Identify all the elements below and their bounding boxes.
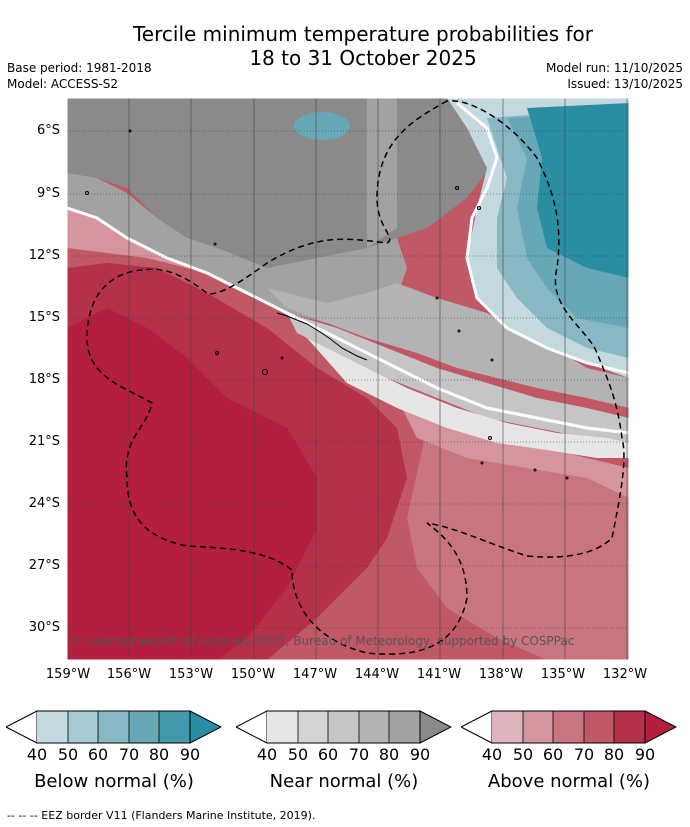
region-below-patch — [294, 112, 350, 140]
x-tick-135w: 135°W — [540, 667, 586, 682]
cb-near-tick-50: 50 — [287, 745, 309, 764]
y-tick-21s: 21°S — [28, 434, 60, 449]
x-tick-153w: 153°W — [168, 667, 214, 682]
cb-below-tick-40: 40 — [26, 745, 48, 764]
meta-right: Model run: 11/10/2025 Issued: 13/10/2025 — [546, 60, 683, 92]
graticule — [67, 130, 629, 629]
islands — [85, 129, 569, 480]
colorbar-below-bin-3 — [98, 711, 129, 743]
cb-below-tick-70: 70 — [118, 745, 140, 764]
colorbar-above — [461, 710, 677, 744]
x-tick-138w: 138°W — [478, 667, 524, 682]
probability-map — [67, 98, 629, 660]
y-tick-30s: 30°S — [28, 620, 60, 635]
eez-border — [86, 100, 625, 655]
x-tick-159w: 159°W — [45, 667, 91, 682]
cb-above-tick-70: 70 — [573, 745, 595, 764]
meta-left: Base period: 1981-2018 Model: ACCESS-S2 — [7, 60, 152, 92]
tercile-boundary-below — [456, 101, 629, 375]
y-tick-24s: 24°S — [28, 496, 60, 511]
model-run: Model run: 11/10/2025 — [545, 61, 683, 75]
cb-near-tick-90: 90 — [409, 745, 431, 764]
region-near-60 — [287, 313, 629, 443]
cb-above-tick-80: 80 — [603, 745, 625, 764]
x-tick-147w: 147°W — [292, 667, 338, 682]
tercile-boundary-above — [67, 206, 629, 435]
region-near-70 — [267, 283, 629, 408]
colorbar-below — [6, 710, 222, 744]
colorbar-near-bin-2 — [298, 711, 328, 743]
region-above-60 — [407, 428, 629, 660]
x-tick-141w: 141°W — [416, 667, 462, 682]
y-tick-12s: 12°S — [28, 248, 60, 263]
colorbar-below-bin-2 — [68, 711, 98, 743]
region-near-80 — [67, 173, 407, 323]
colorbar-near-bin-1 — [267, 711, 298, 743]
y-tick-9s: 9°S — [36, 186, 60, 201]
cb-below-tick-80: 80 — [148, 745, 170, 764]
region-above-90 — [67, 308, 317, 660]
cb-below-tick-50: 50 — [57, 745, 79, 764]
map-title: Tercile minimum temperature probabilitie… — [0, 22, 690, 70]
cb-above-tick-50: 50 — [512, 745, 534, 764]
x-tick-144w: 144°W — [354, 667, 400, 682]
colorbar-near-bin-3 — [328, 711, 359, 743]
y-tick-15s: 15°S — [28, 310, 60, 325]
colorbar-below-label: Below normal (%) — [34, 771, 194, 792]
cb-near-tick-80: 80 — [378, 745, 400, 764]
colorbar-below-min-arrow — [6, 710, 38, 744]
colorbar-below-bin-5 — [159, 711, 190, 743]
eez-footnote: -- -- -- EEZ border V11 (Flanders Marine… — [7, 809, 316, 822]
x-tick-150w: 150°W — [230, 667, 276, 682]
cb-above-tick-60: 60 — [542, 745, 564, 764]
colorbar-above-bin-3 — [553, 711, 584, 743]
y-tick-6s: 6°S — [36, 123, 60, 138]
region-near-top — [367, 98, 397, 248]
colorbar-above-bin-4 — [584, 711, 614, 743]
y-tick-18s: 18°S — [28, 372, 60, 387]
colorbar-above-label: Above normal (%) — [487, 771, 651, 792]
cb-near-tick-70: 70 — [348, 745, 370, 764]
copyright-notice: © Commonwealth of Australia 2025, Bureau… — [69, 634, 575, 648]
title-line-2: 18 to 31 October 2025 — [249, 46, 477, 70]
cb-below-tick-90: 90 — [179, 745, 201, 764]
colorbar-above-bin-1 — [492, 711, 523, 743]
colorbar-above-min-arrow — [461, 710, 493, 744]
issued-date: Issued: 13/10/2025 — [567, 77, 683, 91]
region-near-40 — [307, 338, 629, 458]
colorbar-above-max-arrow — [644, 710, 677, 744]
cb-near-tick-60: 60 — [317, 745, 339, 764]
colorbar-above-bin-5 — [614, 711, 645, 743]
title-line-1: Tercile minimum temperature probabilitie… — [132, 22, 594, 46]
colorbar-below-max-arrow — [189, 710, 222, 744]
colorbar-below-bin-4 — [129, 711, 159, 743]
x-tick-156w: 156°W — [106, 667, 152, 682]
model-name: Model: ACCESS-S2 — [7, 77, 119, 91]
colorbar-near-min-arrow — [236, 710, 268, 744]
colorbar-near-label: Near normal (%) — [269, 771, 419, 792]
x-tick-132w: 132°W — [602, 667, 648, 682]
colorbar-near — [236, 710, 452, 744]
cb-near-tick-40: 40 — [256, 745, 278, 764]
colorbar-above-bin-2 — [523, 711, 553, 743]
y-tick-27s: 27°S — [28, 558, 60, 573]
meridians — [128, 98, 628, 660]
colorbar-near-bin-4 — [359, 711, 389, 743]
cb-above-tick-90: 90 — [634, 745, 656, 764]
region-below-90 — [527, 103, 629, 278]
colorbar-below-bin-1 — [37, 711, 68, 743]
colorbar-near-bin-5 — [389, 711, 420, 743]
base-period: Base period: 1981-2018 — [7, 61, 152, 75]
colorbar-near-max-arrow — [419, 710, 452, 744]
cb-below-tick-60: 60 — [87, 745, 109, 764]
cb-above-tick-40: 40 — [481, 745, 503, 764]
